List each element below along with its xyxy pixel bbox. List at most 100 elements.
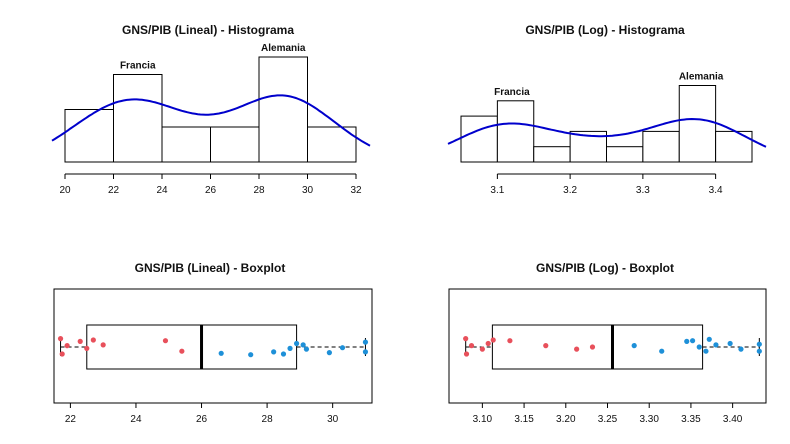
boxplot-log-point bbox=[713, 342, 719, 348]
boxplot-log-point bbox=[756, 348, 762, 354]
boxplot-log-tick-label: 3.35 bbox=[681, 414, 701, 425]
boxplot-log-point bbox=[574, 346, 580, 352]
boxplot-log-point bbox=[468, 343, 475, 349]
boxplot-linear-tick-label: 28 bbox=[262, 414, 274, 425]
boxplot-linear-tick-label: 24 bbox=[130, 414, 142, 425]
histogram-log-tick-label: 3.4 bbox=[709, 185, 723, 196]
histogram-linear-tick-label: 26 bbox=[205, 185, 217, 196]
histogram-log-annotations: Francia Alemania bbox=[494, 72, 724, 98]
histogram-linear-bar bbox=[113, 74, 163, 163]
histogram-log-tick-label: 3.3 bbox=[636, 185, 650, 196]
boxplot-linear-box bbox=[60, 324, 366, 370]
boxplot-linear-point bbox=[271, 349, 277, 355]
boxplot-linear-point bbox=[326, 350, 332, 356]
boxplot-linear-point bbox=[362, 349, 369, 355]
boxplot-log-point bbox=[756, 341, 762, 347]
histogram-linear-bar bbox=[161, 126, 211, 163]
boxplot-linear-point bbox=[303, 346, 310, 352]
histogram-linear-annotation: Alemania bbox=[261, 43, 306, 54]
histogram-linear-tick-label: 20 bbox=[59, 185, 71, 196]
boxplot-linear-point bbox=[362, 339, 369, 345]
histogram-log-tick-label: 3.2 bbox=[563, 185, 577, 196]
boxplot-log-tick-label: 3.30 bbox=[639, 414, 659, 425]
boxplot-log-point bbox=[507, 338, 513, 344]
boxplot-linear-point bbox=[100, 342, 106, 348]
histogram-linear-bar bbox=[210, 126, 260, 163]
boxplot-linear-tick-label: 26 bbox=[196, 414, 208, 425]
boxplot-linear-point bbox=[84, 345, 90, 351]
boxplot-log-x-axis: 3.10 3.15 3.20 3.25 3.30 3.35 3.40 bbox=[473, 403, 743, 425]
boxplot-log-iqr-box bbox=[491, 324, 704, 370]
boxplot-log-point bbox=[490, 337, 496, 343]
histogram-linear-tick-label: 30 bbox=[302, 185, 314, 196]
boxplot-linear-point bbox=[218, 350, 224, 356]
histogram-linear-annotation: Francia bbox=[120, 61, 156, 72]
boxplot-linear-point bbox=[248, 352, 254, 358]
boxplot-log-point bbox=[543, 343, 549, 349]
boxplot-log-point bbox=[684, 338, 690, 344]
boxplot-log-tick-label: 3.10 bbox=[473, 414, 493, 425]
histogram-linear-annotations: Francia Alemania bbox=[120, 43, 306, 72]
histogram-linear-x-axis: 20 22 24 26 28 30 32 bbox=[59, 173, 362, 196]
histogram-linear-bars bbox=[64, 56, 357, 163]
boxplot-linear-point bbox=[77, 338, 83, 344]
boxplot-linear-x-axis: 22 24 26 28 30 bbox=[65, 403, 339, 425]
boxplot-log-title: GNS/PIB (Log) - Boxplot bbox=[536, 261, 674, 275]
boxplot-log-frame bbox=[448, 288, 767, 404]
histogram-log-bar bbox=[533, 146, 571, 163]
boxplot-linear-point bbox=[57, 336, 64, 342]
histogram-log-title: GNS/PIB (Log) - Histograma bbox=[525, 23, 685, 37]
histogram-log-bar bbox=[460, 115, 498, 163]
boxplot-log-point bbox=[689, 338, 696, 344]
boxplot-log-point bbox=[659, 348, 665, 354]
boxplot-linear-point bbox=[64, 343, 70, 349]
histogram-linear-tick-label: 24 bbox=[156, 185, 168, 196]
boxplot-log-tick-label: 3.40 bbox=[723, 414, 743, 425]
boxplot-linear-point bbox=[59, 351, 65, 357]
boxplot-log-point bbox=[696, 344, 702, 350]
histogram-linear-bar bbox=[258, 56, 308, 163]
boxplot-log-point bbox=[485, 340, 491, 347]
boxplot-linear-tick-label: 22 bbox=[65, 414, 77, 425]
histogram-log-bar bbox=[642, 130, 680, 163]
histogram-log-density-line bbox=[447, 117, 767, 148]
boxplot-linear-point bbox=[179, 348, 185, 354]
boxplot-log-panel: GNS/PIB (Log) - Boxplot 3.10 3.15 3.20 3.25… bbox=[448, 261, 767, 425]
boxplot-linear-point bbox=[339, 345, 346, 351]
boxplot-linear-point bbox=[293, 340, 300, 347]
boxplot-log-tick-label: 3.25 bbox=[598, 414, 618, 425]
boxplot-log-tick-label: 3.15 bbox=[514, 414, 534, 425]
boxplot-linear-point bbox=[280, 351, 287, 357]
histogram-log-bar bbox=[496, 100, 535, 163]
histogram-linear-tick-label: 32 bbox=[350, 185, 362, 196]
histogram-linear-title: GNS/PIB (Lineal) - Histograma bbox=[122, 23, 294, 37]
histogram-linear-tick-label: 22 bbox=[108, 185, 120, 196]
histogram-log-panel: GNS/PIB (Log) - Histograma Francia Aleman… bbox=[447, 23, 767, 196]
histogram-linear-tick-label: 28 bbox=[253, 185, 265, 196]
boxplot-linear-point bbox=[162, 338, 169, 344]
boxplot-linear-panel: GNS/PIB (Lineal) - Boxplot 22 24 26 28 30 bbox=[53, 261, 373, 425]
boxplot-log-point bbox=[463, 351, 470, 357]
boxplot-log-point bbox=[727, 340, 733, 347]
boxplot-linear-point bbox=[287, 345, 293, 351]
boxplot-log-point bbox=[463, 336, 469, 342]
histogram-linear-bar bbox=[64, 109, 114, 163]
boxplot-log-point bbox=[589, 344, 596, 350]
histogram-log-bar bbox=[606, 146, 644, 163]
histogram-linear-density-line bbox=[51, 94, 371, 147]
histogram-log-annotation: Francia bbox=[494, 87, 530, 98]
histogram-linear-panel: GNS/PIB (Lineal) - Histograma Francia Ale… bbox=[51, 23, 371, 196]
boxplot-linear-point bbox=[90, 337, 96, 343]
boxplot-log-point bbox=[706, 336, 712, 342]
boxplot-log-point bbox=[479, 346, 485, 352]
boxplot-linear-iqr-box bbox=[86, 324, 298, 370]
histogram-log-bars bbox=[460, 85, 753, 163]
boxplot-linear-tick-label: 30 bbox=[327, 414, 339, 425]
histogram-log-bar bbox=[678, 85, 717, 163]
boxplot-linear-points bbox=[57, 336, 369, 358]
boxplot-log-point bbox=[703, 348, 709, 354]
boxplot-linear-frame bbox=[53, 288, 373, 404]
boxplot-log-point bbox=[631, 343, 637, 349]
boxplot-linear-title: GNS/PIB (Lineal) - Boxplot bbox=[135, 261, 286, 275]
